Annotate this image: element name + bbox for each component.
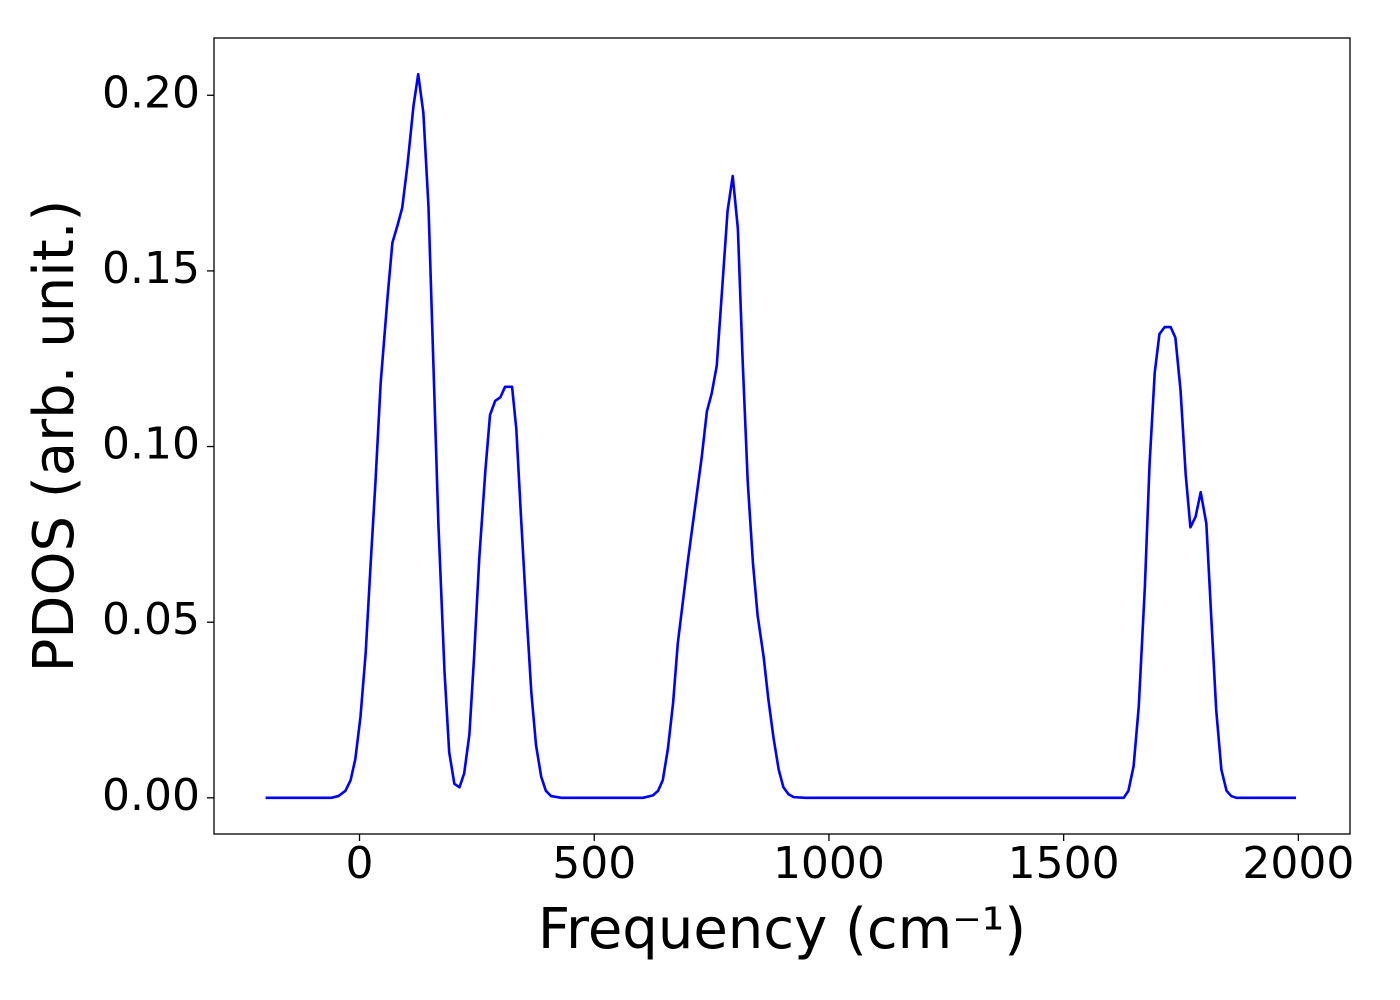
plot-frame (213, 37, 1351, 835)
x-tick-label: 1500 (1008, 838, 1120, 889)
x-tick-label: 2000 (1242, 838, 1354, 889)
x-tick-label: 0 (346, 838, 374, 889)
x-tick-label: 500 (552, 838, 636, 889)
y-tick-label: 0.10 (102, 419, 200, 470)
y-axis-label: PDOS (arb. unit.) (22, 200, 87, 673)
y-tick-label: 0.00 (102, 770, 200, 821)
data-line (265, 72, 1297, 800)
y-tick-label: 0.20 (102, 67, 200, 118)
x-tick-label: 1000 (773, 838, 885, 889)
y-tick-label: 0.15 (102, 243, 200, 294)
y-tick-label: 0.05 (102, 594, 200, 645)
x-axis-label: Frequency (cm⁻¹) (538, 897, 1026, 962)
